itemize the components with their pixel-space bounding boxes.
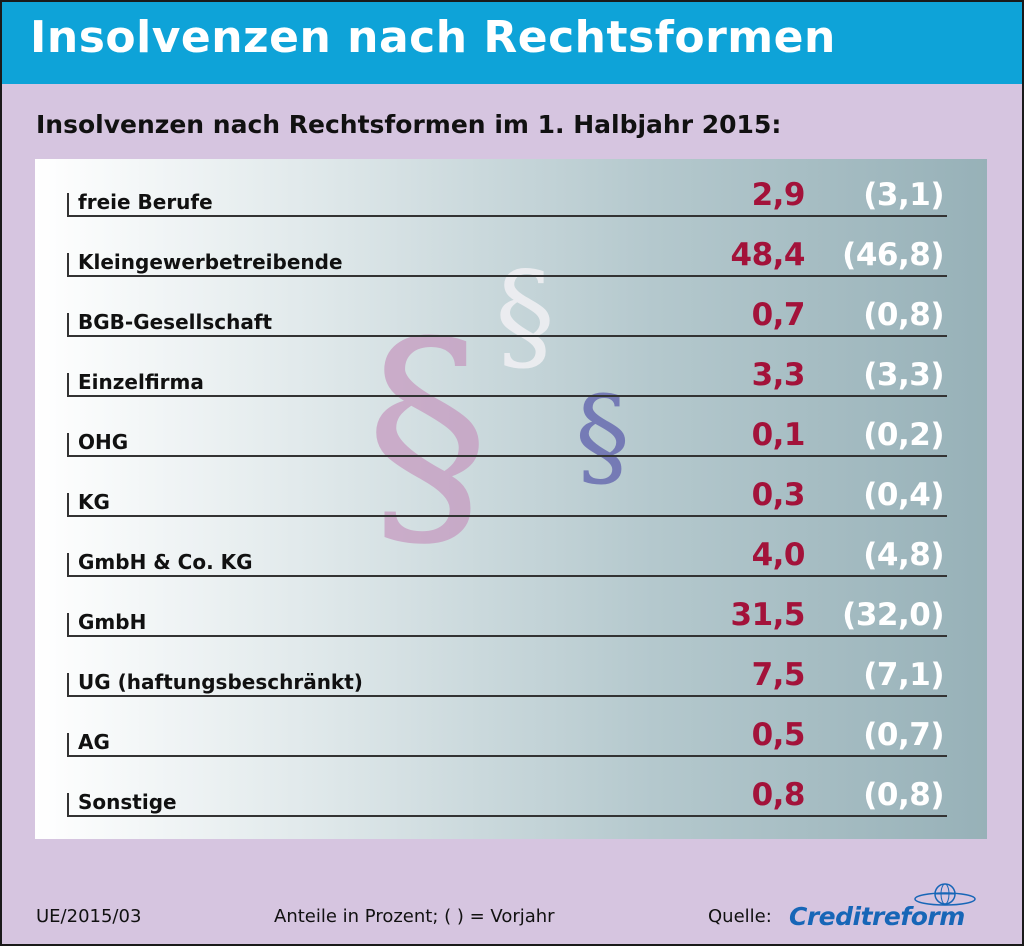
row-underline bbox=[67, 215, 947, 217]
row-prev-value: (0,8) bbox=[863, 297, 944, 333]
row-prev-value: (46,8) bbox=[842, 237, 944, 273]
row-label: Kleingewerbetreibende bbox=[78, 250, 343, 274]
row-label: KG bbox=[78, 490, 110, 514]
row-tick bbox=[67, 193, 69, 217]
row-label: GmbH bbox=[78, 610, 147, 634]
row-label: UG (haftungsbeschränkt) bbox=[78, 670, 363, 694]
row-value: 7,5 bbox=[751, 657, 806, 693]
table-row: BGB-Gesellschaft 0,7 (0,8) bbox=[35, 297, 987, 337]
table-row: GmbH 31,5 (32,0) bbox=[35, 597, 987, 637]
row-tick bbox=[67, 553, 69, 577]
row-prev-value: (7,1) bbox=[863, 657, 944, 693]
row-underline bbox=[67, 515, 947, 517]
row-prev-value: (0,4) bbox=[863, 477, 944, 513]
row-underline bbox=[67, 575, 947, 577]
row-label: OHG bbox=[78, 430, 129, 454]
paragraph-icon: § bbox=[575, 372, 630, 500]
row-value: 48,4 bbox=[730, 237, 806, 273]
row-tick bbox=[67, 313, 69, 337]
table-row: Sonstige 0,8 (0,8) bbox=[35, 777, 987, 817]
row-value: 0,7 bbox=[751, 297, 806, 333]
table-row: AG 0,5 (0,7) bbox=[35, 717, 987, 757]
table-row: Kleingewerbetreibende 48,4 (46,8) bbox=[35, 237, 987, 277]
row-underline bbox=[67, 275, 947, 277]
data-table-panel: § § § freie Berufe 2,9 (3,1) Kleingewerbetr… bbox=[35, 159, 987, 839]
row-tick bbox=[67, 493, 69, 517]
row-underline bbox=[67, 755, 947, 757]
row-value: 0,3 bbox=[751, 477, 806, 513]
row-underline bbox=[67, 815, 947, 817]
table-row: Einzelfirma 3,3 (3,3) bbox=[35, 357, 987, 397]
source-label: Quelle: bbox=[708, 906, 772, 927]
row-tick bbox=[67, 673, 69, 697]
table-row: OHG 0,1 (0,2) bbox=[35, 417, 987, 457]
footer-note: Anteile in Prozent; ( ) = Vorjahr bbox=[274, 906, 555, 927]
row-underline bbox=[67, 335, 947, 337]
row-prev-value: (0,8) bbox=[863, 777, 944, 813]
row-prev-value: (3,3) bbox=[863, 357, 944, 393]
globe-icon bbox=[914, 883, 976, 906]
row-underline bbox=[67, 395, 947, 397]
page-title: Insolvenzen nach Rechtsformen bbox=[30, 12, 836, 63]
table-row: KG 0,3 (0,4) bbox=[35, 477, 987, 517]
row-underline bbox=[67, 635, 947, 637]
row-tick bbox=[67, 373, 69, 397]
table-row: freie Berufe 2,9 (3,1) bbox=[35, 177, 987, 217]
table-row: UG (haftungsbeschränkt) 7,5 (7,1) bbox=[35, 657, 987, 697]
row-prev-value: (0,2) bbox=[863, 417, 944, 453]
row-value: 4,0 bbox=[751, 537, 806, 573]
row-tick bbox=[67, 613, 69, 637]
row-tick bbox=[67, 253, 69, 277]
row-value: 0,1 bbox=[751, 417, 806, 453]
row-underline bbox=[67, 455, 947, 457]
row-prev-value: (0,7) bbox=[863, 717, 944, 753]
row-value: 0,8 bbox=[751, 777, 806, 813]
row-value: 0,5 bbox=[751, 717, 806, 753]
row-tick bbox=[67, 733, 69, 757]
row-underline bbox=[67, 695, 947, 697]
row-value: 2,9 bbox=[751, 177, 806, 213]
row-label: AG bbox=[78, 730, 110, 754]
row-label: Sonstige bbox=[78, 790, 177, 814]
row-prev-value: (3,1) bbox=[863, 177, 944, 213]
row-prev-value: (32,0) bbox=[842, 597, 944, 633]
footer-code: UE/2015/03 bbox=[36, 906, 142, 927]
row-label: Einzelfirma bbox=[78, 370, 204, 394]
title-bar: Insolvenzen nach Rechtsformen bbox=[2, 2, 1022, 84]
row-label: BGB-Gesellschaft bbox=[78, 310, 273, 334]
row-value: 3,3 bbox=[751, 357, 806, 393]
chart-subtitle: Insolvenzen nach Rechtsformen im 1. Halb… bbox=[36, 110, 782, 139]
row-tick bbox=[67, 433, 69, 457]
creditreform-logo: Creditreform bbox=[789, 902, 965, 931]
table-row: GmbH & Co. KG 4,0 (4,8) bbox=[35, 537, 987, 577]
row-label: GmbH & Co. KG bbox=[78, 550, 253, 574]
row-value: 31,5 bbox=[730, 597, 806, 633]
row-prev-value: (4,8) bbox=[863, 537, 944, 573]
row-tick bbox=[67, 793, 69, 817]
row-label: freie Berufe bbox=[78, 190, 213, 214]
